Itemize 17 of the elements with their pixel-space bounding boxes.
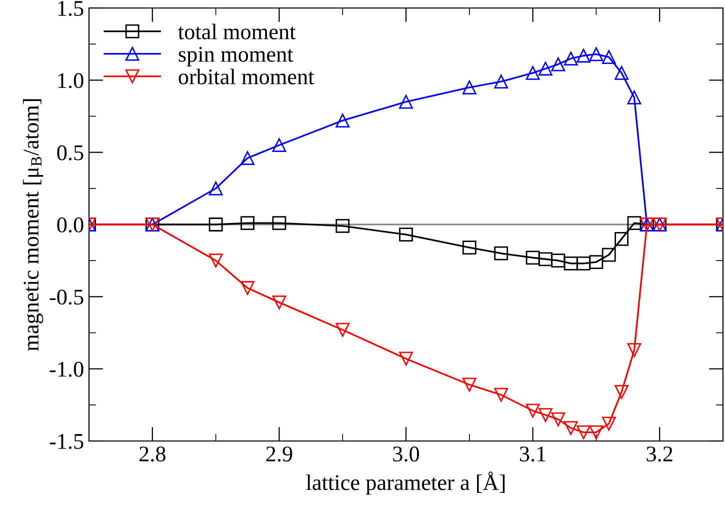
y-tick-label: 1.5 — [58, 1, 84, 16]
y-tick-label: -0.5 — [50, 290, 84, 305]
y-axis-title: magnetic moment [μ$_{B}$/atom] — [22, 99, 44, 351]
y-tick-label: 0.0 — [57, 217, 84, 233]
x-tick-label: 2.9 — [266, 446, 292, 462]
y-tick-label: -1.0 — [50, 362, 84, 377]
x-tick-label: 3.2 — [646, 446, 672, 462]
y-tick-label: 1.0 — [58, 73, 84, 88]
y-tick-label: -1.5 — [50, 434, 84, 450]
y-tick-label: 0.5 — [57, 145, 84, 160]
x-tick-label: 3.1 — [520, 446, 546, 462]
x-tick-label: 2.8 — [139, 446, 166, 462]
legend-label: total moment — [178, 24, 296, 40]
legend-label: spin moment — [178, 46, 294, 66]
x-tick-label: 3.0 — [393, 446, 420, 462]
legend-label: orbital moment — [178, 68, 314, 84]
x-axis-title: lattice parameter a [Å] — [306, 472, 505, 495]
